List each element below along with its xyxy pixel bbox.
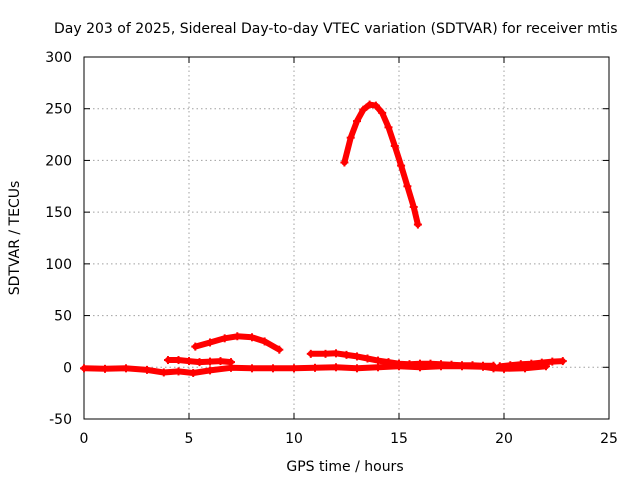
data-point (548, 357, 557, 366)
x-tick-label: 25 (600, 431, 618, 447)
data-point (275, 345, 284, 354)
y-tick-label: 200 (45, 153, 72, 169)
data-point (269, 364, 277, 373)
data-point (397, 161, 406, 170)
x-tick-label: 20 (495, 431, 513, 447)
data-point (479, 361, 487, 370)
data-point (365, 100, 374, 109)
x-axis-title: GPS time / hours (286, 459, 403, 475)
y-tick-label: 0 (63, 360, 72, 376)
data-point (426, 359, 435, 368)
series-5-line (341, 101, 421, 228)
data-point (447, 360, 456, 369)
y-axis-title: SDTVAR / TECUs (7, 181, 23, 296)
data-point (413, 220, 422, 229)
x-tick-label: 0 (80, 431, 89, 447)
y-tick-label: 250 (45, 102, 72, 118)
data-point (405, 360, 414, 369)
data-point (159, 368, 168, 377)
data-point (527, 359, 536, 368)
data-point (189, 368, 198, 377)
data-point (164, 356, 172, 365)
x-tick-label: 10 (285, 431, 303, 447)
data-point (216, 357, 225, 366)
y-tick-label: -50 (49, 412, 72, 428)
data-point (395, 359, 403, 368)
data-point (468, 361, 477, 370)
data-point (311, 363, 319, 372)
data-point (342, 350, 351, 359)
data-series (80, 100, 567, 377)
data-point (185, 357, 193, 366)
data-point (206, 357, 214, 366)
data-point (558, 357, 567, 366)
data-point (80, 364, 88, 373)
data-point (206, 366, 214, 375)
x-tick-label: 5 (185, 431, 194, 447)
chart-title: Day 203 of 2025, Sidereal Day-to-day VTE… (54, 21, 618, 37)
data-point (195, 358, 204, 367)
data-point (458, 361, 466, 370)
data-point (290, 364, 298, 373)
data-point (353, 117, 361, 126)
data-point (206, 338, 214, 347)
data-point (191, 342, 200, 351)
data-point (248, 333, 256, 342)
data-point (346, 133, 355, 142)
data-point (174, 367, 183, 376)
data-point (143, 365, 151, 374)
data-point (174, 356, 183, 365)
data-point (374, 363, 382, 372)
data-point (220, 334, 229, 343)
data-point (306, 349, 315, 358)
data-point (321, 349, 330, 358)
data-point (227, 358, 235, 367)
data-point (122, 364, 130, 373)
data-point (260, 337, 269, 346)
data-point (506, 361, 515, 370)
data-point (437, 360, 445, 369)
y-tick-label: 50 (54, 309, 72, 325)
data-point (233, 332, 242, 341)
data-point (359, 105, 368, 114)
data-point (374, 356, 382, 365)
data-point (101, 364, 109, 373)
data-point (409, 202, 418, 211)
data-point (495, 362, 504, 371)
axis-ticks: 0 5 10 15 20 25 -50 0 50 100 150 200 250 300 (45, 50, 618, 447)
data-point (248, 364, 256, 373)
plot-frame (83, 56, 610, 420)
data-point (353, 352, 361, 361)
data-point (516, 360, 525, 369)
data-point (363, 354, 372, 363)
y-tick-label: 300 (45, 50, 72, 66)
data-point (384, 358, 393, 367)
x-tick-label: 15 (390, 431, 408, 447)
y-tick-label: 100 (45, 257, 72, 273)
data-point (371, 101, 380, 110)
data-point (416, 359, 424, 368)
data-point (353, 364, 361, 373)
data-point (403, 182, 412, 191)
data-point (378, 108, 387, 117)
data-point (332, 363, 340, 372)
data-point (384, 123, 393, 132)
data-point (340, 158, 349, 167)
data-point (332, 349, 340, 358)
data-point (537, 358, 546, 367)
data-point (390, 141, 399, 150)
y-tick-label: 150 (45, 205, 72, 221)
